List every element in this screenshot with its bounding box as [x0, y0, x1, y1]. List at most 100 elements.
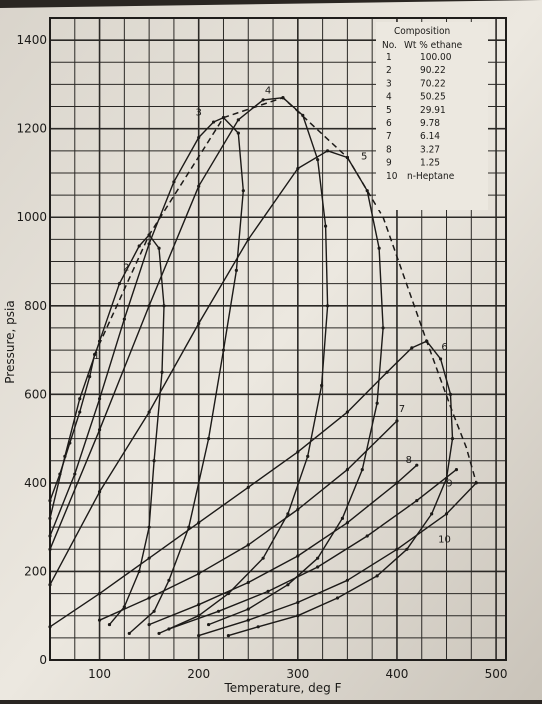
- curve-label-10: 10: [438, 535, 451, 546]
- composition-row-value: 3.27: [420, 144, 440, 155]
- y-tick-label: 1400: [16, 33, 47, 47]
- series-6-dew-line-point: [257, 625, 260, 628]
- curve-label-5: 5: [361, 152, 367, 163]
- y-tick-label: 800: [24, 299, 47, 313]
- series-5-bubble-line-point: [197, 322, 200, 325]
- series-7-line-point: [296, 508, 299, 511]
- series-5-dew-line-point: [316, 557, 319, 560]
- series-10-line-point: [197, 634, 200, 637]
- curve-label-8: 8: [406, 455, 412, 466]
- series-4-bubble-line-point: [262, 98, 265, 101]
- series-8-line-point: [247, 581, 250, 584]
- series-2-dew-line-point: [162, 304, 165, 307]
- series-4-dew-line-point: [157, 632, 160, 635]
- series-4-bubble-line-point: [148, 304, 151, 307]
- series-2-bubble-line-point: [63, 455, 66, 458]
- series-1-line-point: [48, 499, 51, 502]
- y-tick-label: 200: [24, 564, 47, 578]
- series-6-bubble-line-point: [197, 521, 200, 524]
- y-tick-label: 600: [24, 387, 47, 401]
- series-5-bubble-line-point: [98, 490, 101, 493]
- series-9-line-point: [455, 468, 458, 471]
- composition-header-no: No.: [382, 40, 397, 51]
- series-9-line-point: [316, 565, 319, 568]
- series-6-dew-line-point: [451, 437, 454, 440]
- composition-row-number: 7: [386, 131, 392, 142]
- series-4-dew-line-point: [326, 304, 329, 307]
- composition-row-value: 6.14: [420, 131, 440, 142]
- series-10-line-point: [395, 548, 398, 551]
- x-tick-label: 100: [88, 667, 111, 681]
- x-tick-label: 400: [386, 667, 409, 681]
- series-5-dew-line-point: [247, 607, 250, 610]
- composition-row-number: 1: [386, 52, 392, 63]
- composition-row-number: 3: [386, 78, 392, 89]
- curve-label-3: 3: [196, 107, 202, 118]
- x-axis-title: Temperature, deg F: [224, 681, 342, 695]
- series-2-bubble-line-point: [48, 517, 51, 520]
- curve-label-9: 9: [446, 478, 452, 489]
- composition-row-value: 9.78: [420, 118, 440, 129]
- series-7-line-point: [98, 619, 101, 622]
- composition-row-value: 29.91: [420, 105, 446, 116]
- series-8-line-point: [197, 603, 200, 606]
- series-4-dew-line-point: [197, 614, 200, 617]
- series-3-dew-line-point: [167, 579, 170, 582]
- series-5-dew-line-point: [207, 623, 210, 626]
- curve-label-7: 7: [399, 404, 405, 415]
- series-7-line-point: [197, 572, 200, 575]
- series-9-line-point: [415, 499, 418, 502]
- series-10-line-point: [247, 619, 250, 622]
- series-4-bubble-line-point: [48, 548, 51, 551]
- composition-title: Composition: [394, 26, 450, 37]
- series-8-line-point: [415, 464, 418, 467]
- series-3-bubble-line-point: [212, 120, 215, 123]
- series-4-dew-line-point: [316, 158, 319, 161]
- series-2-bubble-line-point: [138, 244, 141, 247]
- series-3-dew-line-point: [207, 437, 210, 440]
- series-6-bubble-line-point: [385, 371, 388, 374]
- series-7-line-point: [247, 543, 250, 546]
- series-2-bubble-line-point: [118, 282, 121, 285]
- curve-label-2: 2: [123, 262, 129, 273]
- series-6-dew-line-point: [439, 357, 442, 360]
- composition-table: Composition No. Wt % ethane 1 100.002 90.2…: [376, 22, 488, 210]
- series-8-line-point: [346, 521, 349, 524]
- series-6-dew-line-point: [296, 614, 299, 617]
- series-6-dew-line-point: [405, 548, 408, 551]
- series-2-dew-line-point: [148, 526, 151, 529]
- series-5-bubble-line-point: [148, 410, 151, 413]
- series-10-line-point: [346, 579, 349, 582]
- series-9-line-point: [167, 627, 170, 630]
- series-2-bubble-line-point: [78, 397, 81, 400]
- series-2-dew-line-point: [138, 570, 141, 573]
- series-6-bubble-line-point: [48, 625, 51, 628]
- composition-row-number: 10: [386, 171, 398, 182]
- y-tick-label: 1000: [16, 210, 47, 224]
- composition-row-number: 6: [386, 118, 392, 129]
- y-tick-label: 400: [24, 476, 47, 490]
- series-1-line-point: [78, 410, 81, 413]
- series-5-bubble-line-point: [48, 583, 51, 586]
- series-6-dew-line-point: [227, 634, 230, 637]
- series-6-bubble-line-point: [296, 450, 299, 453]
- series-8-line-point: [148, 623, 151, 626]
- series-6-bubble-line-point: [247, 486, 250, 489]
- series-2-dew-line-point: [160, 371, 163, 374]
- series-3-bubble-line-point: [197, 136, 200, 139]
- series-4-bubble-line-point: [237, 118, 240, 121]
- series-4-dew-line-point: [320, 384, 323, 387]
- series-2-dew-line-point: [108, 623, 111, 626]
- series-5-dew-line-point: [286, 583, 289, 586]
- series-5-bubble-line-point: [296, 167, 299, 170]
- series-6-bubble-line-point: [346, 410, 349, 413]
- series-9-line-point: [366, 534, 369, 537]
- series-10-line-point: [445, 512, 448, 515]
- series-6-dew-line-point: [430, 512, 433, 515]
- series-8-line-point: [296, 554, 299, 557]
- composition-row-value: 90.22: [420, 65, 446, 76]
- series-6-dew-line-point: [336, 596, 339, 599]
- series-7-line-point: [346, 468, 349, 471]
